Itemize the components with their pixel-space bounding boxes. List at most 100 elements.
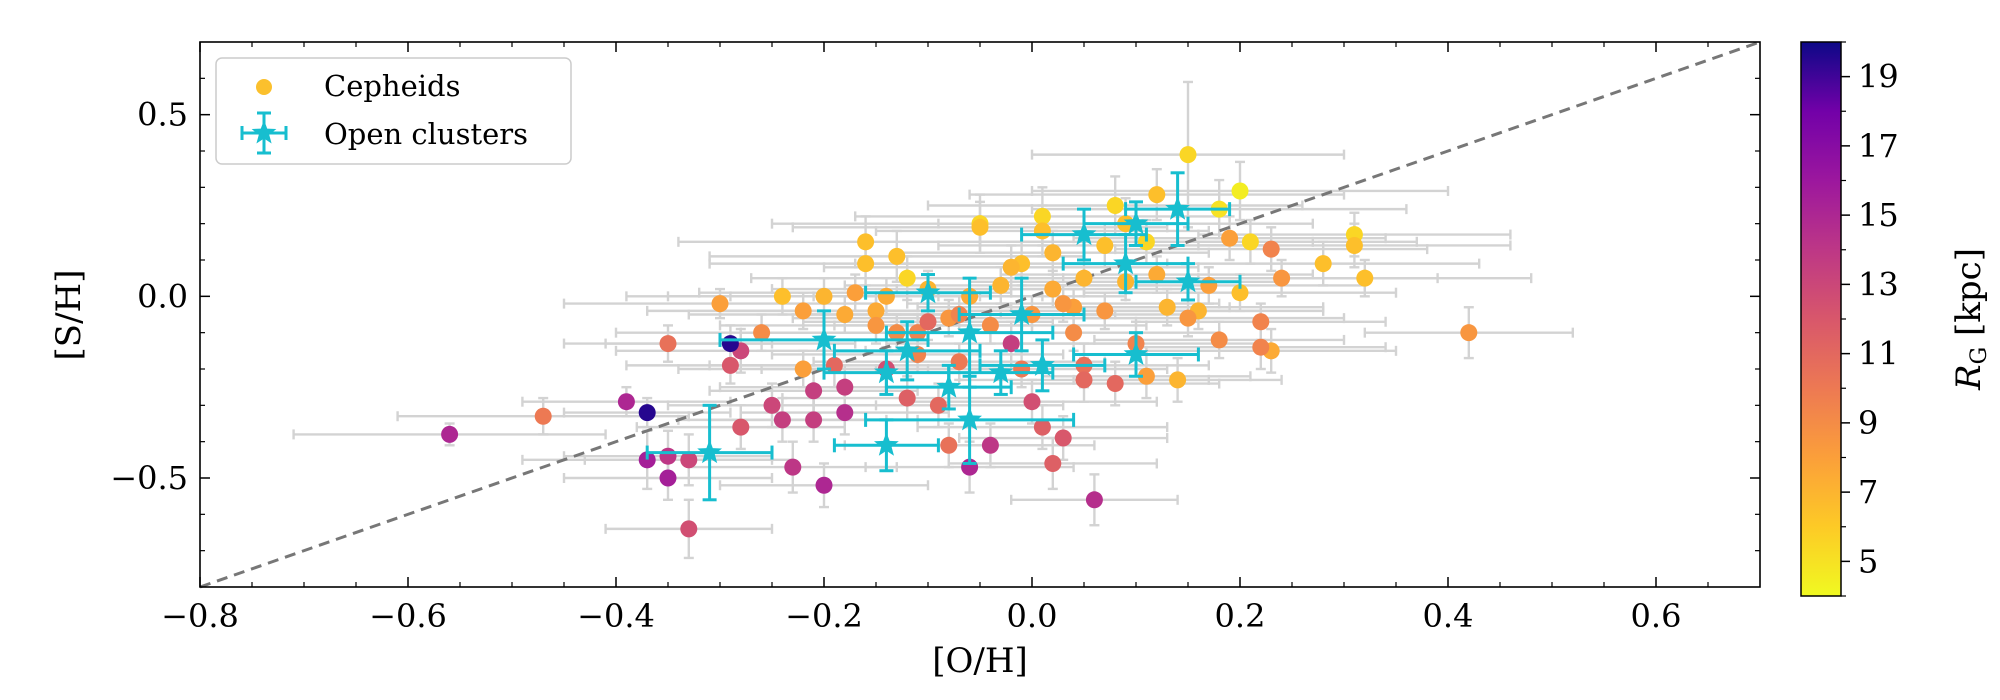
y-tick-label: 0.5 (137, 96, 188, 134)
open-cluster-star (915, 279, 941, 304)
colorbar-label-sub: G (1967, 347, 1992, 365)
cepheid-point (877, 287, 895, 305)
colorbar-tick-label: 11 (1858, 335, 1899, 373)
cepheid-point (836, 306, 854, 323)
cepheid-point (898, 269, 916, 287)
cepheid-point (441, 425, 459, 443)
y-axis-label: [S/H] (49, 270, 89, 361)
cepheid-point (1200, 276, 1218, 294)
cepheid-point (981, 436, 999, 454)
cepheid-point (773, 411, 791, 429)
colorbar-tick-label: 13 (1858, 265, 1899, 303)
cepheid-point (1002, 258, 1020, 276)
cepheid-point (1013, 360, 1031, 378)
legend-cluster-marker (240, 111, 288, 155)
open-cluster-star (957, 319, 982, 344)
cepheid-point (919, 313, 937, 331)
cepheid-point (1075, 269, 1093, 287)
cepheid-point (1158, 298, 1176, 316)
cepheid-point (1231, 284, 1249, 302)
cepheid-point (992, 276, 1010, 294)
open-cluster-star (874, 432, 899, 456)
cepheid-point (1241, 233, 1259, 251)
cepheid-point (680, 520, 698, 538)
cepheid-point (680, 451, 698, 469)
x-tick-label: −0.2 (785, 597, 863, 635)
cepheid-point (1210, 331, 1228, 349)
cepheid-point (1023, 393, 1041, 411)
cepheid-point (1314, 255, 1332, 273)
cepheid-point (711, 295, 729, 313)
cepheid-point (1106, 375, 1124, 393)
cepheid-point (763, 396, 781, 414)
cepheid-point (857, 255, 875, 273)
legend-box (215, 57, 572, 165)
cepheid-point (940, 436, 958, 454)
cepheid-point (1137, 367, 1155, 385)
cepheid-point (721, 356, 739, 374)
x-axis-label: [O/H] (932, 641, 1028, 681)
y-tick-label: 0.0 (137, 277, 188, 315)
cepheid-point (753, 324, 771, 342)
cepheid-point (1169, 371, 1187, 389)
cepheid-point (950, 353, 968, 371)
colorbar-tick-label: 15 (1858, 196, 1899, 234)
cepheid-point (857, 233, 875, 251)
cepheid-point (721, 335, 739, 353)
cepheid-point (971, 218, 989, 236)
cepheid-point (1148, 186, 1166, 204)
cepheid-point (659, 469, 677, 487)
colorbar-tick-label: 17 (1858, 127, 1899, 165)
cepheid-point (1252, 313, 1270, 331)
cepheid-point (659, 447, 677, 465)
legend-cepheid-marker (256, 79, 272, 95)
open-cluster-star (957, 406, 982, 431)
open-cluster-errorbar (1134, 262, 1242, 302)
cepheid-point (836, 404, 854, 422)
x-tick-label: 0.6 (1631, 597, 1682, 635)
colorbar-tick-label: 7 (1858, 473, 1878, 511)
cepheid-point (805, 382, 823, 400)
cepheid-point (794, 302, 812, 320)
open-cluster-star (894, 337, 920, 362)
cepheid-point (638, 451, 656, 469)
cepheid-point (1075, 371, 1093, 389)
colorbar-label-unit: [kpc] (1949, 248, 1989, 347)
cepheid-point (815, 287, 833, 305)
cepheid-point (1044, 244, 1062, 262)
cepheid-point (1262, 240, 1280, 258)
x-tick-label: 0.4 (1423, 597, 1474, 635)
cepheid-point (1345, 236, 1363, 254)
x-tick-label: 0.0 (1007, 597, 1058, 635)
legend: Cepheids Open clusters (215, 57, 572, 165)
open-cluster-star (874, 359, 899, 384)
cepheid-point (929, 396, 947, 414)
x-tick-label: −0.8 (161, 597, 239, 635)
cepheid-point (1231, 182, 1249, 200)
cepheid-point (1096, 302, 1114, 320)
cepheid-point (836, 378, 854, 396)
cepheid-point (794, 360, 812, 378)
colorbar-label: RG [kpc] (1949, 248, 1992, 391)
colorbar-tick-label: 9 (1858, 404, 1878, 442)
colorbar-label-main: R (1949, 364, 1989, 391)
x-tick-label: 0.2 (1215, 597, 1266, 635)
cepheid-point (534, 407, 552, 425)
open-cluster-star (1123, 210, 1149, 235)
cepheid-point (1179, 309, 1197, 327)
cepheid-point (1460, 324, 1478, 342)
cepheid-point (888, 247, 906, 265)
colorbar-tick-label: 19 (1858, 58, 1899, 96)
open-cluster-star (1123, 341, 1149, 365)
cepheid-point (846, 284, 864, 302)
colorbar-ticks: 5 7 9 11 13 15 17 19 (1841, 41, 1899, 597)
colorbar-tick-label: 5 (1858, 542, 1878, 580)
cepheid-point (1148, 266, 1166, 284)
cepheid-point (1085, 491, 1103, 509)
open-cluster-star (1071, 221, 1097, 246)
open-cluster-star (1175, 268, 1201, 293)
open-cluster-star (1113, 250, 1138, 275)
cepheid-point (784, 458, 802, 476)
cepheid-point (981, 316, 999, 334)
open-cluster-star (1009, 301, 1034, 325)
